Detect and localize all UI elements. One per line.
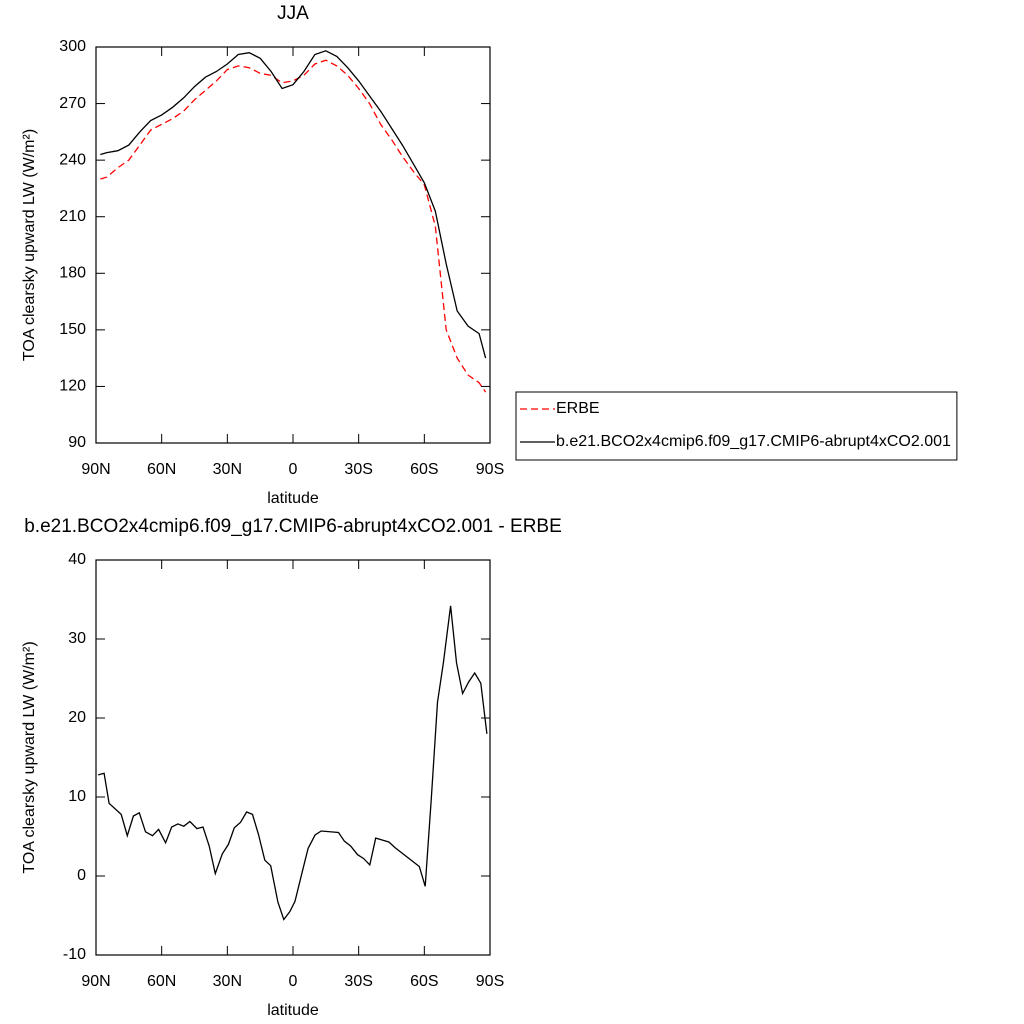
x-axis-label: latitude [267, 490, 319, 507]
x-tick-label: 60N [147, 973, 176, 990]
y-tick-label: -10 [63, 946, 86, 963]
x-tick-label: 30S [344, 461, 372, 478]
y-axis-label: TOA clearsky upward LW (W/m²) [21, 129, 38, 361]
y-tick-label: 270 [59, 95, 86, 112]
y-tick-label: 0 [77, 867, 86, 884]
x-tick-label: 60S [410, 461, 438, 478]
y-tick-label: 120 [59, 378, 86, 395]
x-tick-label: 0 [289, 973, 298, 990]
x-tick-label: 90N [81, 461, 110, 478]
x-tick-label: 30N [213, 973, 242, 990]
x-tick-label: 90N [81, 973, 110, 990]
legend-box [515, 391, 958, 461]
data-line [100, 59, 487, 393]
y-tick-label: 300 [59, 38, 86, 55]
x-tick-label: 0 [289, 461, 298, 478]
legend: ERBE b.e21.BCO2x4cmip6.f09_g17.CMIP6-abru… [515, 391, 958, 461]
x-tick-label: 30N [213, 461, 242, 478]
y-axis-label: TOA clearsky upward LW (W/m²) [21, 641, 38, 873]
x-tick-label: 60S [410, 973, 438, 990]
data-line [98, 605, 488, 921]
x-tick-label: 30S [344, 973, 372, 990]
data-line [100, 50, 487, 359]
x-tick-label: 90S [476, 973, 504, 990]
y-tick-label: 90 [68, 434, 86, 451]
y-tick-label: 150 [59, 321, 86, 338]
y-tick-label: 240 [59, 151, 86, 168]
x-tick-label: 60N [147, 461, 176, 478]
y-tick-label: 210 [59, 208, 86, 225]
y-tick-label: 10 [68, 788, 86, 805]
legend-label: b.e21.BCO2x4cmip6.f09_g17.CMIP6-abrupt4x… [556, 433, 951, 450]
y-tick-label: 180 [59, 265, 86, 282]
y-tick-label: 40 [68, 551, 86, 568]
x-tick-label: 90S [476, 461, 504, 478]
y-tick-label: 20 [68, 709, 86, 726]
plot-frame [95, 46, 491, 444]
chart-title: JJA [277, 3, 309, 24]
x-axis-label: latitude [267, 1002, 319, 1019]
y-tick-label: 30 [68, 630, 86, 647]
plot-frame [95, 559, 491, 956]
chart-title: b.e21.BCO2x4cmip6.f09_g17.CMIP6-abrupt4x… [24, 516, 562, 537]
legend-label: ERBE [556, 400, 600, 417]
